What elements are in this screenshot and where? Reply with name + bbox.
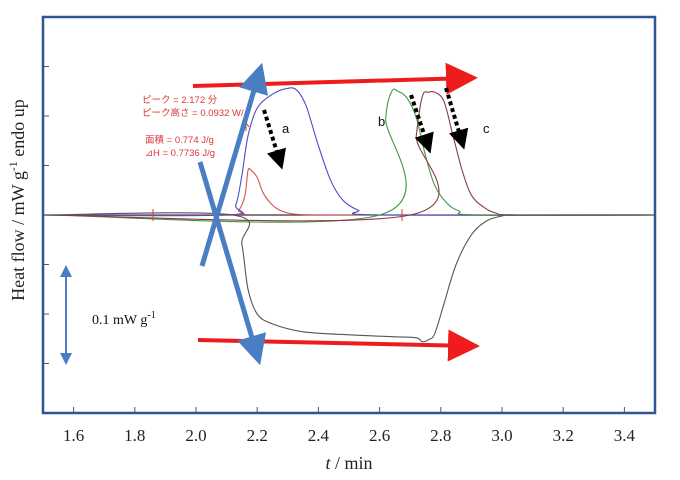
scale-bar-head-top	[60, 265, 72, 277]
blue-arrow-down	[197, 161, 266, 366]
x-tick-label-3: 2.2	[247, 426, 268, 445]
peak-annotation-2: ピーク高さ = 0.0932 W/	[142, 107, 244, 119]
y-axis-title: Heat flow / mW g-1 endo up	[6, 99, 28, 301]
curve-label-b: b	[378, 114, 385, 129]
x-tick-label-9: 3.4	[614, 426, 636, 445]
curve-label-a: a	[282, 121, 290, 136]
x-tick-labels: 1.6 1.8 2.0 2.2 2.4 2.6 2.8 3.0 3.2 3.4	[63, 426, 636, 445]
series-line-1	[42, 87, 656, 217]
dotted-arrow-b	[409, 94, 434, 154]
area-annotation-1: 面積 = 0.774 J/g	[145, 134, 214, 146]
series-line-3	[42, 90, 656, 222]
x-tick-label-1: 1.8	[124, 426, 145, 445]
peak-annotation-1: ピーク = 2.172 分	[142, 95, 218, 106]
x-axis-title: t / min	[325, 453, 372, 473]
red-arrow-top	[192, 62, 478, 95]
series-line-2	[42, 88, 656, 223]
scale-bar-head-bottom	[60, 353, 72, 365]
x-tick-label-2: 2.0	[185, 426, 206, 445]
x-tick-label-5: 2.6	[369, 426, 390, 445]
series-group	[42, 87, 656, 343]
scale-bar-label: 0.1 mW g-1	[92, 310, 156, 328]
blue-arrow-up	[199, 62, 268, 267]
x-ticks	[73, 407, 625, 413]
x-tick-label-0: 1.6	[63, 426, 84, 445]
x-tick-label-7: 3.0	[491, 426, 512, 445]
x-tick-label-4: 2.4	[308, 426, 330, 445]
y-ticks	[43, 66, 49, 364]
dotted-arrow-c	[444, 87, 469, 150]
dotted-arrow-a	[262, 109, 287, 170]
x-tick-label-6: 2.8	[430, 426, 451, 445]
area-annotation-2: ⊿H = 0.7736 J/g	[145, 148, 215, 159]
series-line-4	[42, 212, 656, 343]
x-tick-label-8: 3.2	[553, 426, 574, 445]
curve-label-c: c	[483, 121, 490, 136]
